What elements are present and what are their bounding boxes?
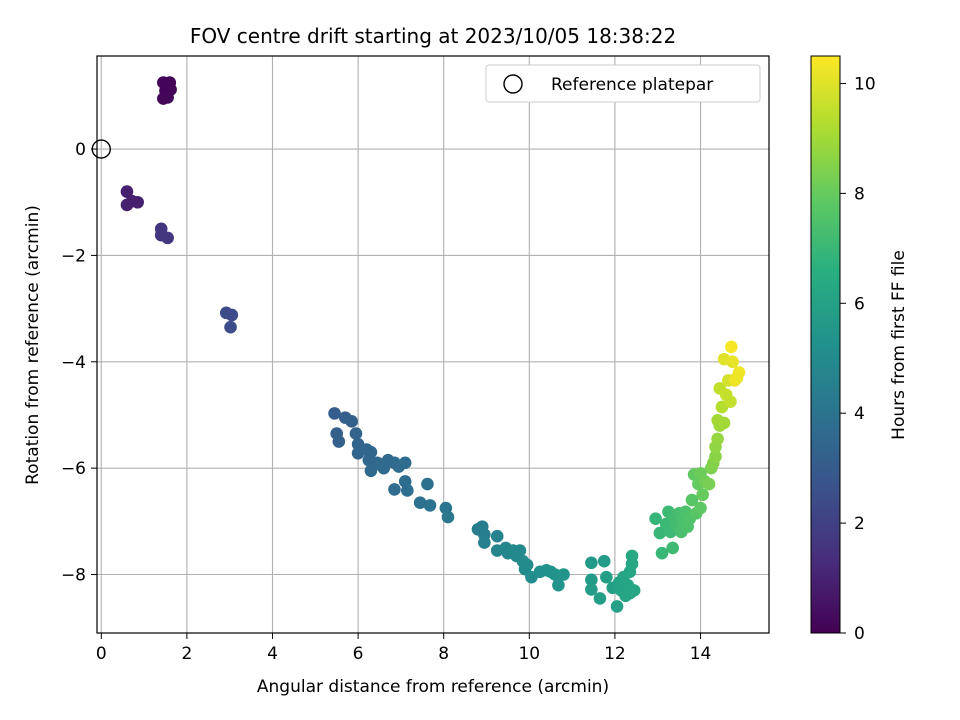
scatter-point	[557, 568, 570, 581]
legend-box	[485, 64, 761, 103]
scatter-point	[610, 600, 624, 613]
scatter-point	[413, 496, 427, 510]
scatter-point	[696, 488, 709, 502]
scatter-point	[162, 78, 176, 92]
scatter-point	[490, 529, 504, 543]
scatter-point	[120, 185, 134, 198]
colorbar-gradient	[810, 55, 841, 634]
scatter-point	[513, 544, 527, 557]
scatter-point	[600, 570, 613, 584]
colorbar-tick-label: 2	[854, 514, 865, 534]
legend-entry: Reference platepar	[551, 75, 713, 95]
data-points	[120, 76, 746, 613]
scatter-point	[349, 427, 363, 440]
scatter-point	[441, 510, 455, 524]
x-tick-label: 12	[604, 644, 626, 664]
colorbar-ticks: 0 2 4 6 8 10	[840, 74, 876, 644]
scatter-point	[702, 477, 716, 491]
y-tick-label: −4	[61, 353, 86, 373]
y-axis-label: Rotation from reference (arcmin)	[23, 205, 43, 485]
x-tick-label: 14	[690, 644, 712, 664]
y-tick-label: 0	[75, 140, 86, 160]
scatter-point	[597, 554, 611, 568]
scatter-point	[225, 308, 239, 322]
scatter-point	[653, 526, 667, 540]
scatter-point	[401, 484, 414, 497]
scatter-point	[623, 586, 637, 600]
y-tick-label: −2	[61, 246, 86, 266]
x-axis-label: Angular distance from reference (arcmin)	[257, 677, 609, 697]
scatter-point	[711, 432, 724, 446]
legend: Reference platepar	[485, 64, 761, 103]
colorbar-tick-label: 8	[854, 184, 865, 204]
scatter-point	[649, 512, 662, 525]
x-tick-label: 2	[181, 644, 192, 664]
scatter-point	[726, 355, 739, 369]
scatter-point	[685, 493, 699, 507]
scatter-point	[717, 416, 731, 430]
scatter-point	[125, 194, 139, 208]
scatter-point	[398, 456, 412, 470]
scatter-point	[730, 371, 744, 385]
scatter-point	[478, 536, 491, 549]
x-tick-label: 8	[438, 644, 449, 664]
x-axis: 0 2 4 6 8 10 12 14	[96, 633, 711, 664]
x-tick-label: 4	[267, 644, 278, 664]
colorbar-tick-label: 0	[854, 624, 865, 644]
colorbar-tick-label: 6	[854, 294, 865, 314]
y-axis: 0 −2 −4 −6 −8	[61, 140, 97, 586]
colorbar: 0 2 4 6 8 10 Hours from first FF file	[810, 55, 909, 644]
legend-marker-icon	[503, 74, 523, 94]
scatter-point	[666, 541, 679, 555]
x-tick-label: 10	[518, 644, 540, 664]
scatter-point	[585, 583, 598, 596]
scatter-point	[593, 592, 607, 605]
scatter-point	[421, 477, 434, 491]
scatter-point	[423, 499, 437, 512]
scatter-point	[709, 450, 722, 463]
grid-lines	[97, 56, 769, 633]
scatter-point	[388, 483, 401, 496]
scatter-point	[655, 546, 669, 560]
x-tick-label: 0	[96, 644, 107, 664]
plot-frame	[96, 55, 770, 634]
y-tick-label: −6	[61, 459, 86, 479]
scatter-point	[725, 340, 738, 354]
scatter-point	[328, 407, 341, 420]
colorbar-tick-label: 4	[854, 404, 865, 424]
colorbar-label: Hours from first FF file	[889, 250, 909, 440]
scatter-point	[585, 556, 598, 570]
scatter-point	[345, 415, 358, 428]
scatter-point	[724, 395, 737, 408]
scatter-point	[224, 320, 237, 334]
scatter-point	[694, 501, 707, 515]
colorbar-tick-label: 10	[854, 74, 876, 94]
scatter-point	[161, 91, 174, 104]
y-tick-label: −8	[61, 566, 86, 586]
scatter-point	[161, 231, 174, 245]
scatter-point	[332, 435, 346, 448]
chart-title: FOV centre drift starting at 2023/10/05 …	[190, 24, 676, 48]
scatter-point	[585, 573, 598, 587]
x-tick-label: 6	[353, 644, 364, 664]
scatter-point	[625, 549, 639, 563]
scatter-point	[552, 578, 565, 592]
